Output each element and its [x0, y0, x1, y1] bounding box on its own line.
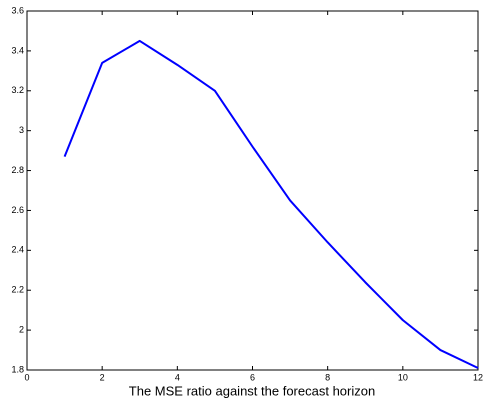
x-axis-label: The MSE ratio against the forecast horiz…	[129, 383, 375, 398]
x-tick-label: 2	[100, 372, 105, 382]
x-tick-label: 6	[250, 372, 255, 382]
x-tick-label: 8	[325, 372, 330, 382]
y-tick-label: 2	[19, 324, 24, 334]
plot-area	[26, 10, 479, 371]
data-line	[63, 39, 479, 369]
y-tick-label: 3.2	[11, 85, 24, 95]
x-tick-label: 0	[24, 372, 29, 382]
y-tick-label: 2.8	[11, 165, 24, 175]
y-tick-label: 1.8	[11, 364, 24, 374]
y-tick-label: 3.6	[11, 5, 24, 15]
y-tick-label: 3	[19, 125, 24, 135]
y-tick-label: 3.4	[11, 45, 24, 55]
y-tick-label: 2.2	[11, 285, 24, 295]
x-tick-label: 12	[473, 372, 483, 382]
x-tick-label: 4	[175, 372, 180, 382]
y-tick-label: 2.6	[11, 205, 24, 215]
y-tick-label: 2.4	[11, 245, 24, 255]
x-tick-label: 10	[398, 372, 408, 382]
